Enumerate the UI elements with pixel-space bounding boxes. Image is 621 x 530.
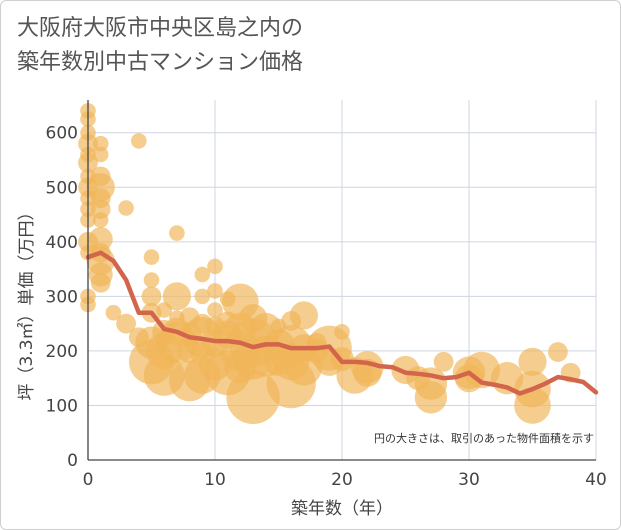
y-tick-labels: 0 100 200 300 400 500 600 bbox=[46, 124, 78, 471]
data-bubble bbox=[226, 370, 280, 424]
data-bubble bbox=[92, 135, 109, 152]
chart-title-line-2: 築年数別中古マンション価格 bbox=[17, 50, 304, 75]
y-tick-label: 100 bbox=[46, 396, 78, 416]
average-price-line bbox=[85, 250, 599, 396]
data-bubble bbox=[207, 258, 223, 275]
bubble-series bbox=[78, 103, 581, 424]
data-bubble bbox=[548, 342, 568, 362]
data-bubble bbox=[141, 286, 162, 307]
chart-title: 大阪府大阪市中央区島之内の 築年数別中古マンション価格 bbox=[17, 12, 303, 80]
data-bubble bbox=[116, 313, 136, 334]
data-bubble bbox=[118, 200, 134, 216]
data-bubble bbox=[433, 351, 454, 372]
data-bubble bbox=[518, 347, 547, 376]
data-bubble bbox=[334, 324, 350, 340]
x-tick-label: 10 bbox=[204, 470, 226, 490]
data-bubble bbox=[162, 282, 191, 311]
x-tick-label: 30 bbox=[458, 470, 480, 490]
data-bubble bbox=[514, 387, 551, 424]
data-bubble bbox=[414, 381, 448, 414]
data-bubble bbox=[143, 272, 160, 288]
y-tick-label: 400 bbox=[46, 233, 78, 253]
x-tick-labels: 0 10 20 30 40 bbox=[83, 470, 607, 490]
data-bubble bbox=[143, 249, 160, 265]
axes bbox=[87, 100, 596, 461]
x-tick-label: 40 bbox=[585, 470, 607, 490]
x-axis-label: 築年数（年） bbox=[291, 499, 393, 519]
data-bubble bbox=[194, 266, 211, 283]
data-bubble bbox=[169, 225, 185, 241]
bubble-size-note: 円の大きさは、取引のあった物件面積を示す bbox=[374, 431, 594, 445]
x-tick-label: 0 bbox=[83, 470, 94, 490]
y-tick-label: 600 bbox=[46, 124, 78, 144]
data-bubble bbox=[92, 212, 109, 228]
y-tick-label: 200 bbox=[46, 342, 78, 362]
data-bubble bbox=[207, 302, 223, 318]
data-bubble bbox=[90, 272, 111, 293]
data-bubble bbox=[289, 301, 318, 330]
y-axis-label: 坪（3.3㎡）単価（万円） bbox=[17, 203, 37, 400]
chart-title-line-1: 大阪府大阪市中央区島之内の bbox=[17, 16, 304, 41]
data-bubble bbox=[131, 133, 147, 149]
y-tick-label: 300 bbox=[46, 287, 78, 307]
trend-line bbox=[85, 250, 599, 396]
y-tick-label: 0 bbox=[67, 451, 78, 471]
x-tick-label: 20 bbox=[331, 470, 353, 490]
data-bubble bbox=[92, 146, 109, 163]
data-bubble bbox=[207, 283, 223, 299]
data-bubble bbox=[463, 351, 501, 389]
data-bubble bbox=[194, 288, 211, 305]
data-bubble bbox=[105, 304, 122, 321]
y-tick-label: 500 bbox=[46, 178, 78, 198]
